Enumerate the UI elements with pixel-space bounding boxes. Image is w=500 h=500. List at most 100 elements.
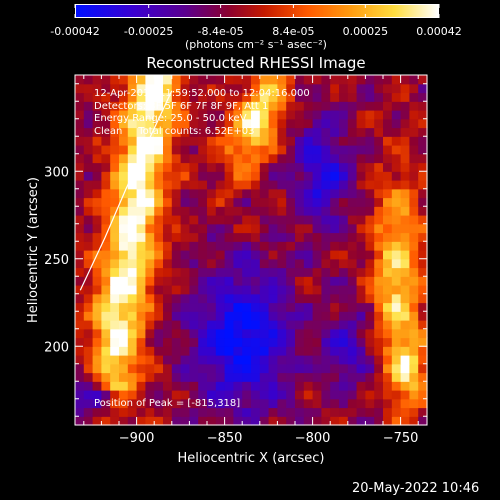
heatmap-cell bbox=[277, 162, 287, 172]
heatmap-cell bbox=[163, 153, 173, 164]
heatmap-cell bbox=[198, 337, 208, 347]
heatmap-cell bbox=[365, 276, 375, 286]
heatmap-cell bbox=[180, 302, 190, 312]
heatmap-cell bbox=[347, 136, 358, 146]
heatmap-cell bbox=[356, 398, 366, 409]
heatmap-cell bbox=[339, 293, 349, 304]
heatmap-cell bbox=[154, 258, 164, 269]
heatmap-cell bbox=[207, 381, 217, 391]
heatmap-cell bbox=[259, 136, 270, 146]
heatmap-cell bbox=[92, 162, 102, 172]
heatmap-cell bbox=[242, 311, 252, 321]
colorbar-tick-label: 0.00042 bbox=[416, 25, 462, 38]
heatmap-cell bbox=[374, 276, 384, 286]
heatmap-cell bbox=[180, 398, 190, 409]
heatmap-cell bbox=[242, 293, 252, 304]
heatmap-cell bbox=[418, 390, 428, 400]
heatmap-cell bbox=[242, 83, 252, 94]
heatmap-cell bbox=[321, 215, 331, 225]
heatmap-cell bbox=[198, 346, 208, 356]
heatmap-cell bbox=[92, 337, 102, 347]
heatmap-cell bbox=[92, 407, 102, 417]
heatmap-cell bbox=[224, 337, 234, 347]
heatmap-cell bbox=[145, 223, 155, 234]
heatmap-cell bbox=[83, 241, 94, 251]
heatmap-cell bbox=[136, 145, 146, 155]
heatmap-cell bbox=[400, 407, 410, 417]
heatmap-cell bbox=[277, 215, 287, 225]
heatmap-cell bbox=[374, 101, 384, 111]
heatmap-cell bbox=[119, 153, 129, 164]
heatmap-cell bbox=[110, 276, 120, 286]
heatmap-cell bbox=[330, 302, 340, 312]
heatmap-cell bbox=[119, 390, 129, 400]
heatmap-cell bbox=[365, 118, 375, 129]
heatmap-cell bbox=[303, 381, 314, 391]
heatmap-cell bbox=[321, 75, 331, 85]
heatmap-cell bbox=[347, 311, 358, 321]
heatmap-cell bbox=[110, 267, 120, 277]
heatmap-cell bbox=[409, 302, 419, 312]
heatmap-cell bbox=[83, 171, 94, 181]
heatmap-cell bbox=[347, 215, 358, 225]
heatmap-cell bbox=[242, 372, 252, 382]
heatmap-cell bbox=[303, 407, 314, 417]
heatmap-cell bbox=[303, 110, 314, 120]
heatmap-cell bbox=[145, 215, 155, 225]
heatmap-cell bbox=[418, 232, 428, 242]
heatmap-cell bbox=[356, 171, 366, 181]
heatmap-cell bbox=[374, 241, 384, 251]
heatmap-cell bbox=[233, 241, 243, 251]
heatmap-cell bbox=[251, 118, 261, 129]
heatmap-cell bbox=[303, 390, 314, 400]
heatmap-cell bbox=[189, 407, 199, 417]
heatmap-cell bbox=[391, 311, 402, 321]
heatmap-cell bbox=[180, 346, 190, 356]
heatmap-cell bbox=[347, 267, 358, 277]
heatmap-cell bbox=[277, 363, 287, 374]
heatmap-cell bbox=[259, 127, 270, 137]
colorbar bbox=[75, 4, 439, 18]
heatmap-cell bbox=[198, 363, 208, 374]
heatmap-cell bbox=[224, 267, 234, 277]
heatmap-cell bbox=[180, 188, 190, 199]
heatmap-cell bbox=[400, 215, 410, 225]
heatmap-cell bbox=[374, 381, 384, 391]
heatmap-cell bbox=[303, 311, 314, 321]
heatmap-cell bbox=[242, 232, 252, 242]
heatmap-cell bbox=[110, 250, 120, 260]
heatmap-cell bbox=[330, 145, 340, 155]
heatmap-cell bbox=[207, 83, 217, 94]
heatmap-cell bbox=[383, 311, 393, 321]
heatmap-cell bbox=[224, 363, 234, 374]
heatmap-cell bbox=[339, 110, 349, 120]
heatmap-cell bbox=[251, 197, 261, 207]
heatmap-cell bbox=[321, 381, 331, 391]
heatmap-cell bbox=[295, 101, 305, 111]
heatmap-cell bbox=[101, 390, 111, 400]
heatmap-cell bbox=[268, 258, 278, 269]
heatmap-cell bbox=[303, 285, 314, 295]
heatmap-cell bbox=[391, 293, 402, 304]
heatmap-cell bbox=[75, 145, 85, 155]
heatmap-cell bbox=[233, 83, 243, 94]
heatmap-cell bbox=[365, 390, 375, 400]
heatmap-cell bbox=[383, 267, 393, 277]
heatmap-cell bbox=[330, 250, 340, 260]
heatmap-cell bbox=[207, 118, 217, 129]
heatmap-cell bbox=[251, 363, 261, 374]
heatmap-cell bbox=[83, 162, 94, 172]
heatmap-cell bbox=[92, 83, 102, 94]
heatmap-cell bbox=[365, 188, 375, 199]
heatmap-cell bbox=[207, 206, 217, 216]
heatmap-cell bbox=[163, 145, 173, 155]
heatmap-cell bbox=[163, 171, 173, 181]
heatmap-cell bbox=[383, 180, 393, 190]
heatmap-cell bbox=[110, 407, 120, 417]
heatmap-cell bbox=[154, 328, 164, 339]
heatmap-cell bbox=[180, 276, 190, 286]
heatmap-cell bbox=[312, 75, 322, 85]
heatmap-cell bbox=[365, 293, 375, 304]
heatmap-cell bbox=[136, 171, 146, 181]
heatmap-cell bbox=[101, 258, 111, 269]
